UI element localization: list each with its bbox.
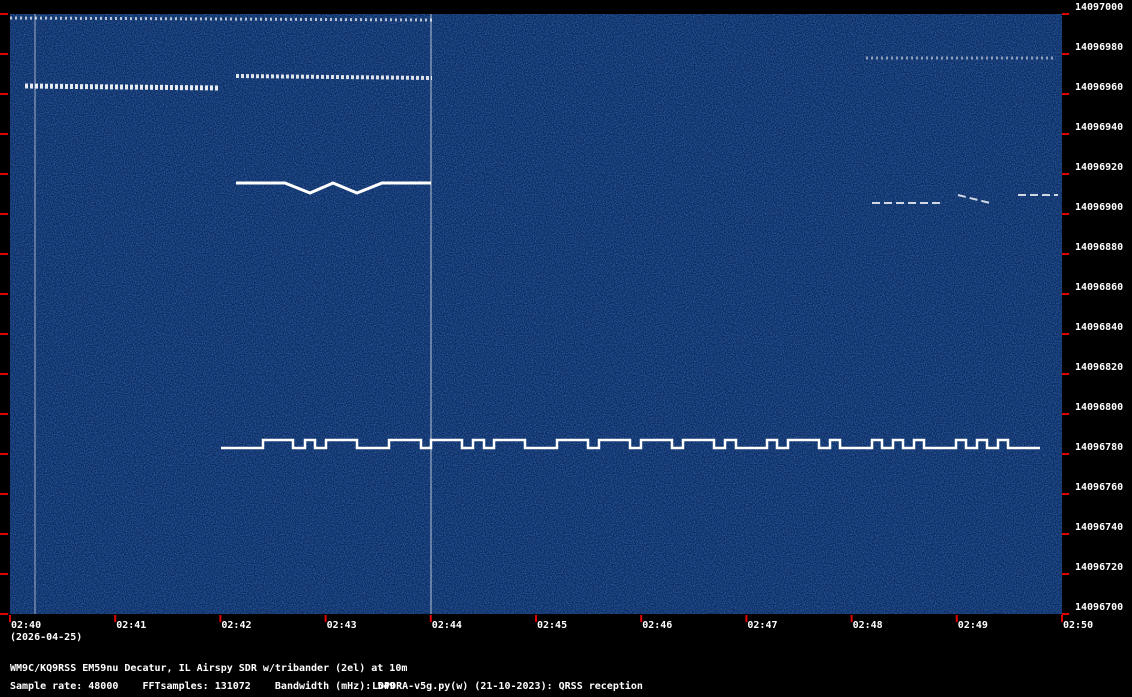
signal-traces — [9, 14, 1058, 614]
y-tick-label: 14096840 — [1075, 322, 1123, 333]
x-tick-label: 02:43 — [327, 620, 357, 631]
y-tick-label: 14096720 — [1075, 562, 1123, 573]
noise — [10, 14, 1062, 614]
x-tick-label: 02:41 — [116, 620, 146, 631]
x-tick-label: 02:50 — [1063, 620, 1093, 631]
y-tick-label: 14096980 — [1075, 42, 1123, 53]
y-tick-label: 14096760 — [1075, 482, 1123, 493]
x-tick-label: 02:45 — [537, 620, 567, 631]
y-tick-label: 14097000 — [1075, 2, 1123, 13]
x-tick-label: 02:40 — [11, 620, 41, 631]
y-tick-label: 14096780 — [1075, 442, 1123, 453]
y-tick-label: 14096740 — [1075, 522, 1123, 533]
x-tick-label: 02:46 — [642, 620, 672, 631]
y-tick-label: 14096800 — [1075, 402, 1123, 413]
x-tick-label: 02:47 — [747, 620, 777, 631]
y-tick-label: 14096940 — [1075, 122, 1123, 133]
y-tick-label: 14096700 — [1075, 602, 1123, 613]
date-label: (2026-04-25) — [10, 632, 82, 643]
y-tick-label: 14096900 — [1075, 202, 1123, 213]
y-tick-label: 14096820 — [1075, 362, 1123, 373]
y-tick-label: 14096860 — [1075, 282, 1123, 293]
x-tick-label: 02:44 — [432, 620, 462, 631]
footer-station: WM9C/KQ9RSS EM59nu Decatur, IL Airspy SD… — [10, 662, 407, 674]
y-tick-label: 14096880 — [1075, 242, 1123, 253]
x-tick-label: 02:49 — [958, 620, 988, 631]
footer-software: LOPORA-v5g.py(w) (21-10-2023): QRSS rece… — [372, 680, 643, 692]
footer-settings: Sample rate: 48000 FFTsamples: 131072 Ba… — [10, 680, 395, 692]
y-tick-label: 14096920 — [1075, 162, 1123, 173]
y-tick-label: 14096960 — [1075, 82, 1123, 93]
x-tick-label: 02:42 — [221, 620, 251, 631]
x-tick-label: 02:48 — [853, 620, 883, 631]
